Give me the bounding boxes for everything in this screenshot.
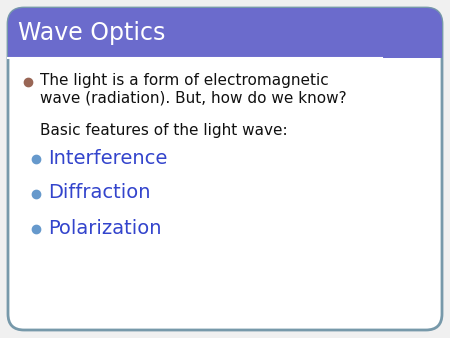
- Text: Diffraction: Diffraction: [48, 184, 150, 202]
- Text: wave (radiation). But, how do we know?: wave (radiation). But, how do we know?: [40, 91, 347, 105]
- Text: Basic features of the light wave:: Basic features of the light wave:: [40, 123, 288, 139]
- FancyBboxPatch shape: [8, 8, 442, 330]
- Text: Wave Optics: Wave Optics: [18, 21, 166, 45]
- Text: Interference: Interference: [48, 148, 167, 168]
- Text: The light is a form of electromagnetic: The light is a form of electromagnetic: [40, 73, 329, 89]
- FancyBboxPatch shape: [8, 8, 442, 58]
- Bar: [8, 42, 442, 58]
- Text: Polarization: Polarization: [48, 218, 162, 238]
